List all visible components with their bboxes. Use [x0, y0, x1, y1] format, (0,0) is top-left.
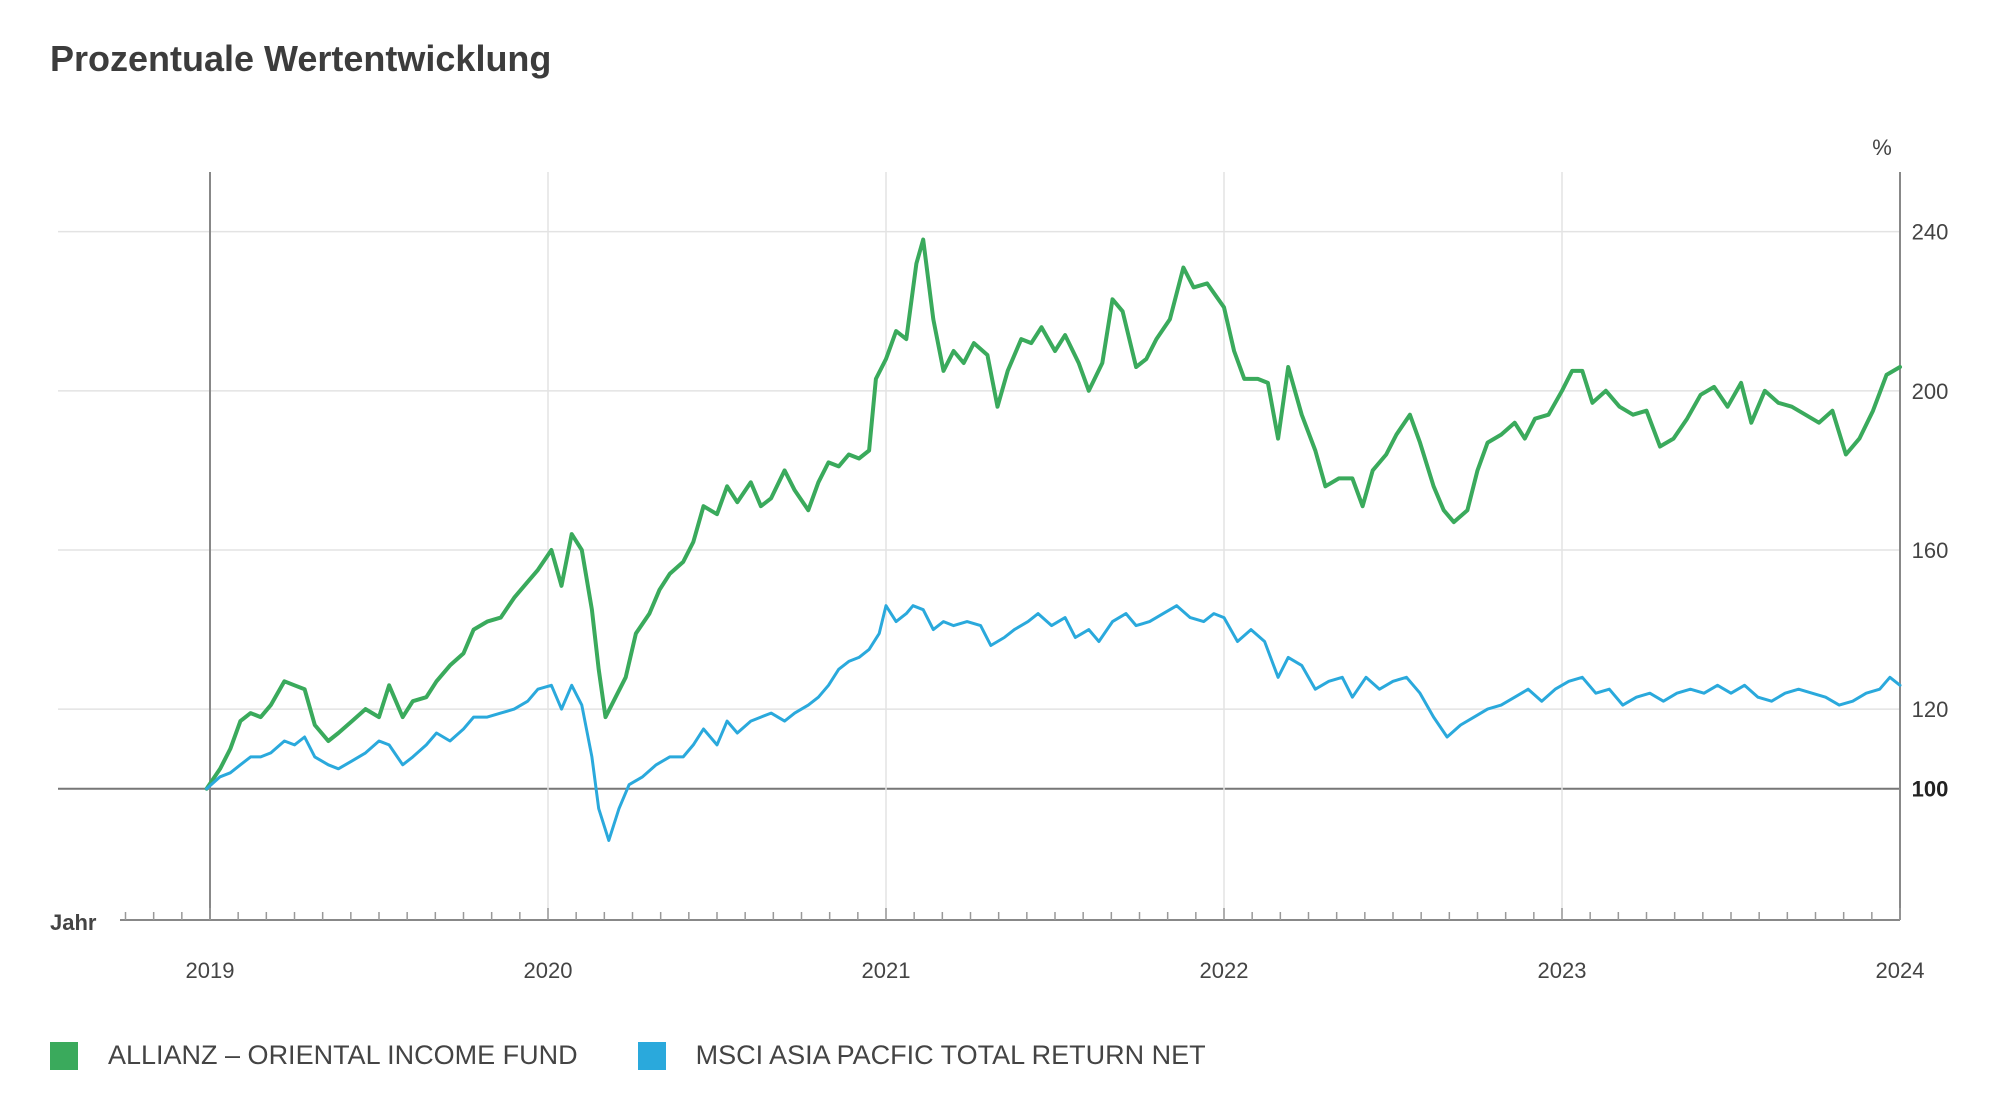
x-tick-label-2023: 2023	[1538, 958, 1587, 983]
y-tick-label-100: 100	[1912, 777, 1949, 802]
x-axis-label: Jahr	[50, 910, 97, 935]
gridlines	[58, 172, 1901, 920]
legend-swatch-msci	[637, 1041, 666, 1070]
y-axis-unit-label: %	[1872, 135, 1892, 160]
x-tick-label-2020: 2020	[524, 958, 573, 983]
legend: ALLIANZ – ORIENTAL INCOME FUND MSCI ASIA…	[50, 1040, 1266, 1071]
legend-label-msci: MSCI ASIA PACFIC TOTAL RETURN NET	[695, 1040, 1206, 1070]
y-tick-label-160: 160	[1912, 538, 1949, 563]
x-tick-label-2022: 2022	[1200, 958, 1249, 983]
y-tick-label-120: 120	[1912, 697, 1949, 722]
legend-item-msci[interactable]: MSCI ASIA PACFIC TOTAL RETURN NET	[637, 1040, 1206, 1071]
y-tick-label-240: 240	[1912, 220, 1949, 245]
series-line-allianz	[204, 237, 1902, 791]
x-tick-label-2019: 2019	[186, 958, 235, 983]
legend-item-allianz[interactable]: ALLIANZ – ORIENTAL INCOME FUND	[50, 1040, 578, 1071]
x-tick-label-2021: 2021	[862, 958, 911, 983]
axes: % Jahr 120 160 200 240 100 2019 2020 2021 2022 20…	[50, 135, 1948, 983]
legend-swatch-allianz	[50, 1041, 78, 1070]
series-lines	[204, 237, 1902, 842]
chart-title: Prozentuale Wertentwicklung	[50, 38, 552, 79]
series-line-msci	[205, 604, 1902, 842]
y-tick-label-200: 200	[1912, 379, 1949, 404]
x-tick-label-2024: 2024	[1876, 958, 1925, 983]
legend-label-allianz: ALLIANZ – ORIENTAL INCOME FUND	[108, 1040, 578, 1070]
